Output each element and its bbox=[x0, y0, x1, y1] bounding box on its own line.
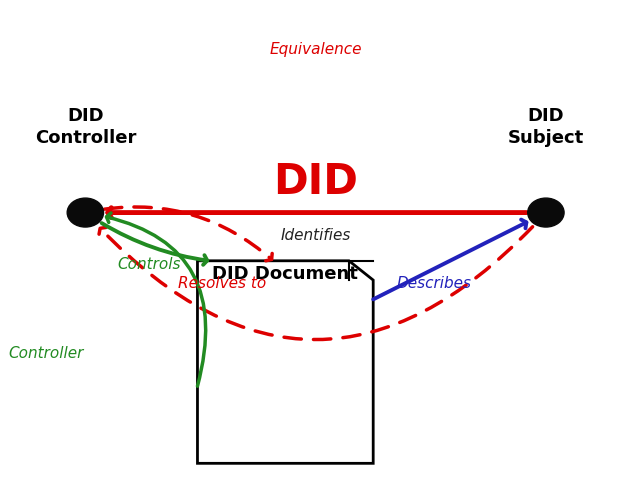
Circle shape bbox=[528, 199, 564, 227]
Polygon shape bbox=[197, 261, 373, 463]
Text: DID
Controller: DID Controller bbox=[35, 106, 136, 147]
Text: DID Document: DID Document bbox=[213, 264, 358, 282]
Text: DID
Subject: DID Subject bbox=[508, 106, 584, 147]
Text: Describes: Describes bbox=[396, 275, 471, 290]
Text: Resolves to: Resolves to bbox=[177, 275, 266, 290]
Text: DID: DID bbox=[273, 161, 358, 203]
Text: Controls: Controls bbox=[117, 256, 181, 271]
Circle shape bbox=[67, 199, 104, 227]
Text: Equivalence: Equivalence bbox=[269, 42, 362, 57]
Text: Controller: Controller bbox=[8, 345, 84, 360]
Text: Identifies: Identifies bbox=[280, 227, 351, 242]
